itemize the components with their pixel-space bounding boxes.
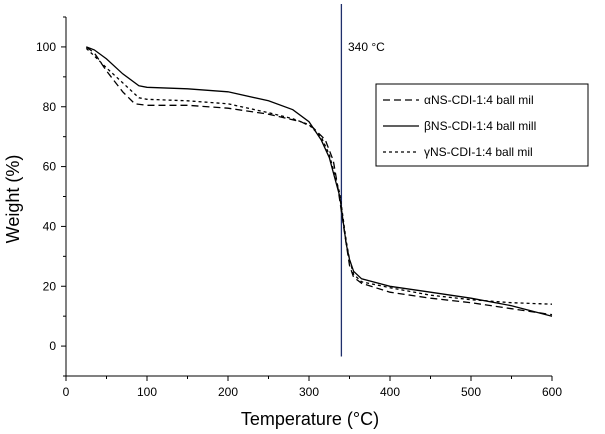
plot-area — [85, 4, 553, 357]
x-tick-label: 400 — [380, 385, 400, 399]
x-axis-title: Temperature (°C) — [241, 409, 379, 429]
x-tick-label: 100 — [137, 385, 157, 399]
legend-box — [375, 83, 589, 167]
series-line-3 — [85, 47, 553, 305]
legend-label-3: γNS-CDI-1:4 ball mil — [424, 145, 533, 159]
axes: 0 100 200 300 400 500 600 0 20 40 60 80 100 — [36, 16, 562, 399]
legend: αNS-CDI-1:4 ball mil βNS-CDI-1:4 ball mil… — [375, 83, 589, 167]
x-tick-label: 0 — [63, 385, 70, 399]
x-tick-label: 200 — [218, 385, 238, 399]
y-axis-title: Weight (%) — [3, 155, 23, 244]
x-tick-label: 500 — [461, 385, 481, 399]
vline-label: 340 °C — [348, 40, 385, 54]
legend-label-1: αNS-CDI-1:4 ball mil — [424, 93, 534, 107]
series-line-2 — [86, 46, 553, 317]
x-tick-label: 600 — [542, 385, 562, 399]
series-line-1 — [85, 46, 553, 316]
y-tick-label: 80 — [43, 100, 57, 114]
y-tick-label: 0 — [49, 339, 56, 353]
y-tick-label: 20 — [43, 279, 57, 293]
x-tick-label: 300 — [299, 385, 319, 399]
y-tick-label: 40 — [43, 219, 57, 233]
y-tick-label: 60 — [43, 160, 57, 174]
y-tick-label: 100 — [36, 40, 56, 54]
legend-label-2: βNS-CDI-1:4 ball mill — [424, 119, 536, 133]
